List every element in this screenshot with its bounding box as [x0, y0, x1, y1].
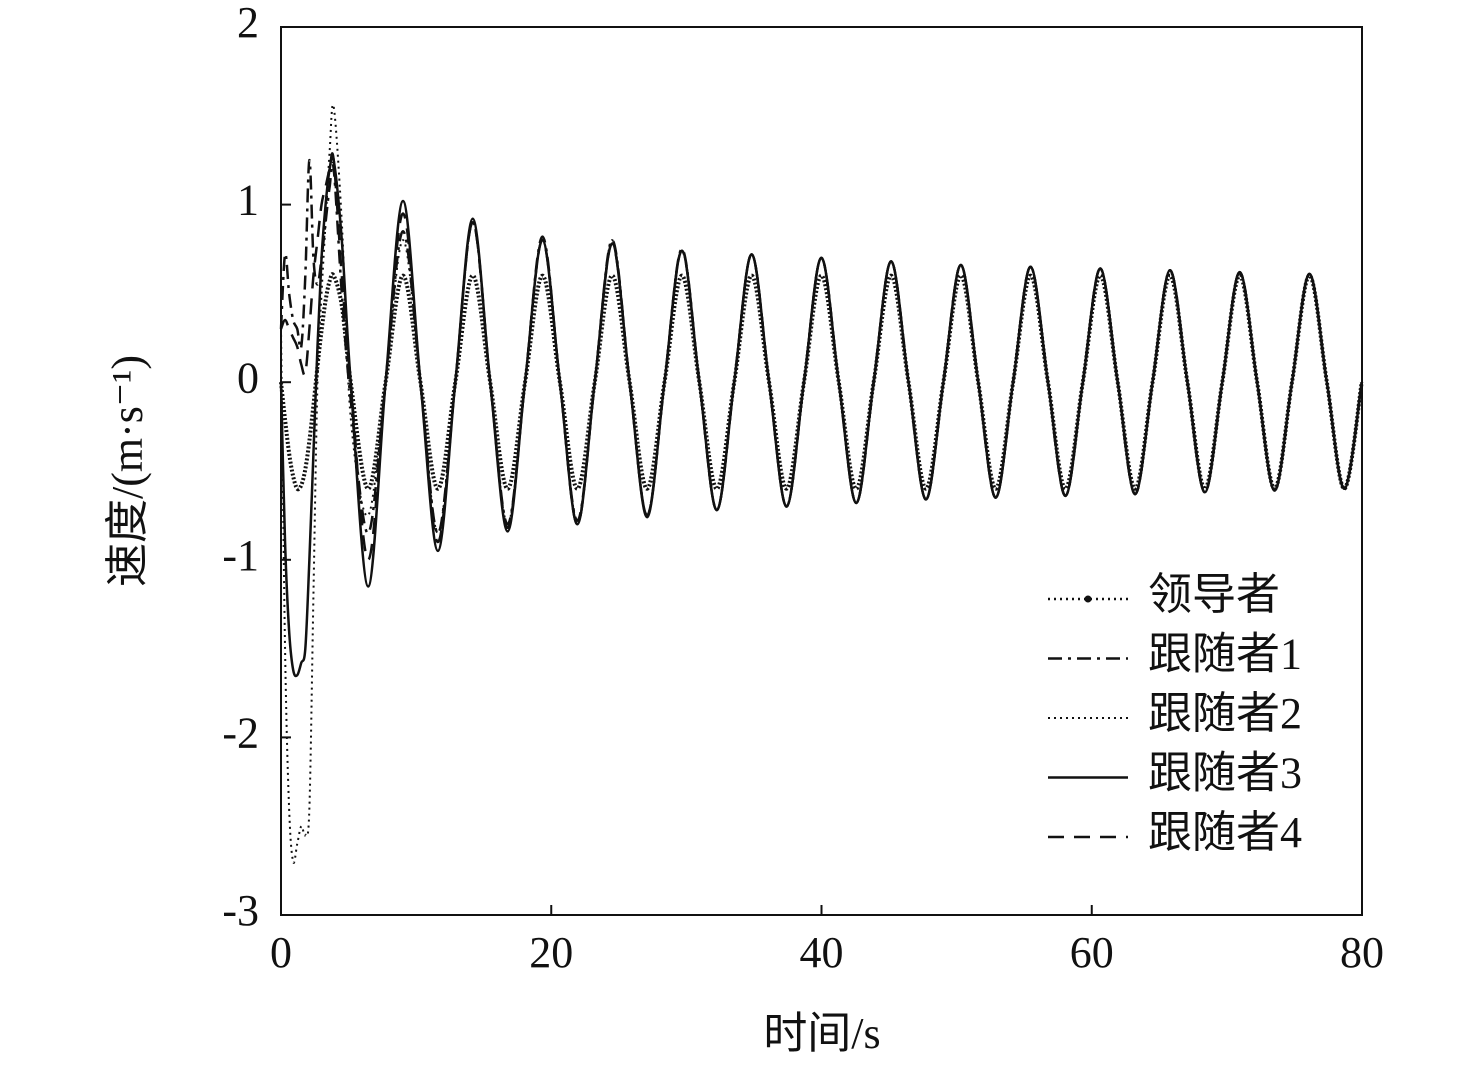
y-tick-label: -2 — [222, 708, 259, 757]
legend-marker — [1084, 595, 1092, 603]
legend-label: 跟随者3 — [1148, 749, 1302, 798]
series-line — [279, 272, 1364, 492]
y-tick-label: 1 — [237, 176, 259, 225]
x-axis-label: 时间/s — [763, 1009, 880, 1058]
series-line — [279, 152, 1363, 562]
x-tick-label: 60 — [1070, 928, 1114, 977]
y-tick-label: 2 — [237, 0, 259, 47]
y-axis-label: 速度/(m·s⁻¹) — [103, 355, 152, 587]
x-tick-label: 40 — [800, 928, 844, 977]
x-tick-label: 0 — [270, 928, 292, 977]
y-tick-label: -3 — [222, 886, 259, 935]
x-tick-label: 20 — [529, 928, 573, 977]
legend-label: 跟随者2 — [1148, 689, 1302, 738]
legend-label: 跟随者1 — [1148, 630, 1302, 679]
legend-label: 跟随者4 — [1148, 808, 1302, 857]
legend-label: 领导者 — [1148, 570, 1280, 619]
y-tick-label: 0 — [237, 353, 259, 402]
y-tick-label: -1 — [222, 531, 259, 580]
x-tick-label: 80 — [1340, 928, 1384, 977]
